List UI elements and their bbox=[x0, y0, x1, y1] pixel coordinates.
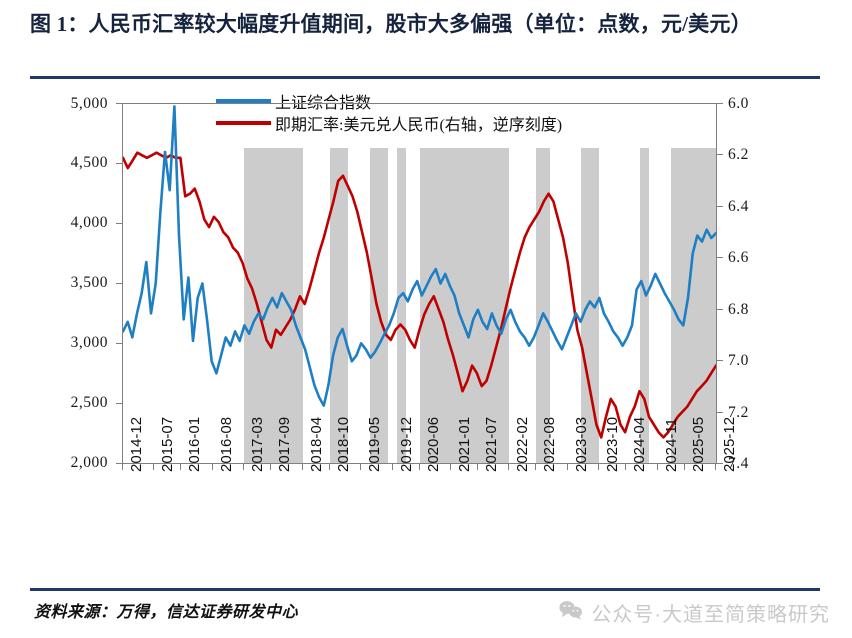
x-axis-tick bbox=[270, 464, 272, 470]
x-axis-tick-label: 2025-12 bbox=[721, 416, 738, 472]
figure-title-block: 图 1：人民币汇率较大幅度升值期间，股市大多偏强（单位：点数，元/美元） bbox=[30, 10, 830, 40]
footer-divider bbox=[30, 588, 820, 591]
x-axis-tick bbox=[598, 464, 600, 470]
y-axis-right-tick bbox=[717, 103, 723, 104]
y-axis-left-tick bbox=[116, 463, 122, 464]
y-axis-right-tick-label: 6.0 bbox=[728, 95, 749, 112]
x-axis-tick-label: 2023-03 bbox=[572, 416, 590, 472]
legend-swatch-blue bbox=[216, 99, 271, 103]
x-axis-tick-label: 2025-05 bbox=[689, 416, 707, 472]
y-axis-left-tick-label: 5,000 bbox=[70, 95, 108, 112]
shaded-band bbox=[329, 148, 348, 463]
x-axis-tick bbox=[301, 464, 303, 470]
y-axis-left-tick bbox=[116, 343, 122, 344]
y-axis-left-tick-label: 3,000 bbox=[70, 334, 108, 351]
x-axis-tick bbox=[535, 464, 537, 470]
legend-label-red: 即期汇率:美元兑人民币(右轴，逆序刻度) bbox=[275, 117, 563, 134]
x-axis-tick bbox=[625, 464, 627, 470]
watermark-label: 公众号·大道至简策略研究 bbox=[591, 604, 830, 626]
y-axis-left-tick-label: 4,000 bbox=[70, 214, 108, 231]
x-axis-tick-label: 2024-04 bbox=[631, 416, 649, 472]
series-lines bbox=[123, 105, 716, 439]
y-axis-right-tick-label: 6.8 bbox=[728, 301, 749, 318]
shaded-band bbox=[536, 148, 550, 463]
legend-item-red: 即期汇率:美元兑人民币(右轴，逆序刻度) bbox=[216, 112, 562, 134]
x-axis-tick-label: 2016-08 bbox=[217, 416, 235, 472]
y-axis-right-tick bbox=[717, 309, 723, 310]
y-axis-left-tick-label: 2,500 bbox=[70, 394, 108, 411]
series-line-blue bbox=[123, 105, 716, 407]
y-axis-right-tick-label: 7.0 bbox=[728, 352, 749, 369]
x-axis-tick-label: 2015-07 bbox=[159, 416, 177, 472]
wechat-icon bbox=[559, 600, 584, 626]
source-note: 资料来源：万得，信达证券研发中心 bbox=[34, 604, 299, 621]
shaded-band bbox=[370, 148, 389, 463]
x-axis-tick-label: 2021-07 bbox=[482, 416, 500, 472]
x-axis-tick bbox=[211, 464, 213, 470]
y-axis-right-tick-label: 6.2 bbox=[728, 146, 749, 163]
shaded-band bbox=[244, 148, 303, 463]
x-axis-tick-label: 2017-09 bbox=[276, 416, 294, 472]
y-axis-right-tick bbox=[717, 154, 723, 155]
y-axis-left-tick-label: 2,000 bbox=[70, 454, 108, 471]
y-axis-right-tick bbox=[717, 257, 723, 258]
y-axis-left-tick bbox=[116, 403, 122, 404]
x-axis-tick bbox=[360, 464, 362, 470]
x-axis-tick-label: 2022-02 bbox=[514, 416, 532, 472]
x-axis-tick-label: 2017-03 bbox=[249, 416, 267, 472]
x-axis-tick bbox=[566, 464, 568, 470]
x-axis-tick-label: 2019-05 bbox=[366, 416, 384, 472]
shaded-band bbox=[397, 148, 407, 463]
y-axis-right-tick bbox=[717, 463, 723, 464]
x-axis-tick bbox=[180, 464, 182, 470]
y-axis-right-tick bbox=[717, 206, 723, 207]
x-axis-tick bbox=[715, 464, 716, 470]
x-axis-tick-label: 2024-11 bbox=[662, 418, 680, 472]
x-axis-tick-label: 2014-12 bbox=[128, 416, 145, 472]
x-axis-tick bbox=[328, 464, 330, 470]
x-axis-tick-label: 2020-06 bbox=[424, 416, 442, 472]
y-axis-right-tick bbox=[717, 360, 723, 361]
shaded-band bbox=[419, 148, 510, 463]
y-axis-left-tick bbox=[116, 283, 122, 284]
y-axis-left-tick bbox=[116, 163, 122, 164]
chart-container: 上证综合指数 即期汇率:美元兑人民币(右轴，逆序刻度) 5,000 4,500 … bbox=[0, 82, 852, 577]
x-axis-tick-label: 2021-01 bbox=[455, 416, 473, 472]
series-line-red bbox=[123, 151, 716, 439]
x-axis-tick bbox=[508, 464, 510, 470]
x-axis-tick bbox=[656, 464, 658, 470]
x-axis-tick bbox=[122, 464, 123, 470]
watermark: 公众号·大道至简策略研究 bbox=[559, 598, 830, 627]
x-axis-tick bbox=[449, 464, 451, 470]
x-axis-tick bbox=[476, 464, 478, 470]
y-axis-right-tick bbox=[717, 412, 723, 413]
y-axis-right-tick-label: 6.4 bbox=[728, 198, 749, 215]
x-axis-tick-label: 2018-04 bbox=[307, 416, 325, 472]
x-axis-tick bbox=[418, 464, 420, 470]
y-axis-left-tick bbox=[116, 223, 122, 224]
x-axis-tick-label: 2023-10 bbox=[604, 416, 622, 472]
x-axis-tick bbox=[243, 464, 245, 470]
y-axis-left-tick-label: 3,500 bbox=[70, 274, 108, 291]
x-axis-tick-label: 2019-12 bbox=[397, 416, 415, 472]
x-axis-tick bbox=[153, 464, 155, 470]
y-axis-left-tick bbox=[116, 103, 122, 104]
legend-swatch-red bbox=[216, 121, 271, 125]
page-title: 图 1：人民币汇率较大幅度升值期间，股市大多偏强（单位：点数，元/美元） bbox=[30, 12, 752, 36]
x-axis-tick bbox=[391, 464, 393, 470]
shaded-band bbox=[581, 148, 600, 463]
title-divider bbox=[30, 76, 820, 79]
y-axis-left-tick-label: 4,500 bbox=[70, 154, 108, 171]
shaded-band bbox=[671, 148, 716, 463]
x-axis-tick bbox=[683, 464, 685, 470]
shaded-band bbox=[639, 148, 649, 463]
y-axis-right-tick-label: 6.6 bbox=[728, 249, 749, 266]
plot-area bbox=[122, 103, 717, 464]
x-axis-tick-label: 2022-08 bbox=[541, 416, 559, 472]
x-axis-tick-label: 2016-01 bbox=[186, 416, 204, 472]
x-axis-tick-label: 2018-10 bbox=[334, 416, 352, 472]
y-axis-right-tick-label: 7.2 bbox=[728, 404, 749, 421]
y-axis-right-tick-label: 7.4 bbox=[728, 455, 749, 472]
